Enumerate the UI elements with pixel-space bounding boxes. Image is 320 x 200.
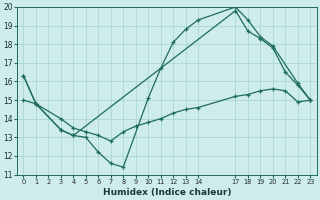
X-axis label: Humidex (Indice chaleur): Humidex (Indice chaleur) <box>103 188 231 197</box>
